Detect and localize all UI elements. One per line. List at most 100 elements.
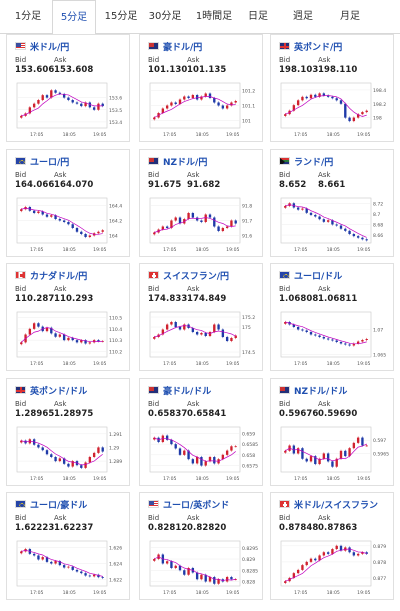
mini-chart[interactable]: 174.5 175 175.2 17:05 18:05 19:05 bbox=[146, 309, 258, 367]
bid-label: Bid bbox=[148, 285, 160, 293]
pair-name[interactable]: NZドル/円 bbox=[163, 157, 208, 168]
mini-chart[interactable]: 153.4 153.5 153.6 17:05 18:05 19:05 bbox=[13, 80, 125, 138]
x-tick-label: 17:05 bbox=[163, 247, 176, 253]
chart-frame bbox=[280, 311, 372, 358]
pair-name[interactable]: ランド/円 bbox=[294, 157, 334, 168]
y-tick-label: 0.659 bbox=[242, 431, 255, 437]
mini-chart[interactable]: 164 164.2 164.4 17:05 18:05 19:05 bbox=[13, 195, 125, 253]
chart-svg: 174.5 175 175.2 17:05 18:05 19:05 bbox=[149, 311, 255, 367]
bid-value: 174.833 bbox=[148, 294, 188, 304]
candle-body bbox=[335, 545, 338, 550]
tab-0[interactable]: 1分足 bbox=[14, 11, 42, 22]
candle-body bbox=[187, 213, 190, 219]
mini-chart[interactable]: 1.622 1.624 1.626 17:05 18:05 19:05 bbox=[13, 538, 125, 596]
candle-body bbox=[178, 448, 182, 455]
rate-card[interactable]: 豪ドル/ドル Bid Ask 0.65837 0.65841 0.6575 0.658 0.6… bbox=[139, 378, 263, 486]
rate-card[interactable]: ユーロ/英ポンド Bid Ask 0.82812 0.82820 0.828 0.8285 0… bbox=[139, 492, 263, 600]
rate-card[interactable]: ユーロ/ドル Bid Ask 1.06808 1.06811 1.065 1.07 17:05… bbox=[270, 263, 394, 371]
pair-name[interactable]: ユーロ/ドル bbox=[294, 271, 343, 282]
pair-name[interactable]: 米ドル/円 bbox=[30, 42, 70, 53]
tab-4[interactable]: 1時間足 bbox=[195, 11, 233, 22]
candle-body bbox=[88, 575, 92, 577]
candle-body bbox=[41, 557, 44, 560]
pair-name[interactable]: スイスフラン/円 bbox=[163, 271, 230, 282]
ask-value: 174.849 bbox=[187, 294, 227, 304]
y-tick-label: 0.828 bbox=[242, 580, 255, 586]
mini-chart[interactable]: 91.6 91.7 91.8 17:05 18:05 19:05 bbox=[146, 195, 258, 253]
pair-name[interactable]: 豪ドル/ドル bbox=[163, 386, 212, 397]
rate-card[interactable]: 英ポンド/円 Bid Ask 198.103 198.110 198 198.2 198.4 1… bbox=[270, 34, 394, 142]
candle-body bbox=[213, 324, 216, 332]
rate-card[interactable]: スイスフラン/円 Bid Ask 174.833 174.849 174.5 175 175.… bbox=[139, 263, 263, 371]
candle-body bbox=[217, 226, 220, 231]
moving-average-line bbox=[154, 556, 236, 581]
candle-body bbox=[326, 220, 330, 222]
pair-name[interactable]: 豪ドル/円 bbox=[163, 42, 203, 53]
pair-name[interactable]: ユーロ/英ポンド bbox=[163, 500, 230, 511]
candle-body bbox=[92, 574, 96, 577]
rate-card[interactable]: カナダドル/円 Bid Ask 110.287 110.293 110.2 110.3 110… bbox=[6, 263, 130, 371]
rate-card[interactable]: 米ドル/円 Bid Ask 153.606 153.608 153.4 153.5 153.6… bbox=[6, 34, 130, 142]
mini-chart[interactable]: 198 198.2 198.4 17:05 18:05 19:05 bbox=[277, 80, 389, 138]
x-tick-label: 17:05 bbox=[30, 247, 43, 253]
card-header: スイスフラン/円 bbox=[148, 269, 230, 282]
candle-body bbox=[97, 231, 100, 234]
mini-chart[interactable]: 0.877 0.878 0.879 17:05 18:05 19:05 bbox=[277, 538, 389, 596]
chart-svg: 8.66 8.68 8.7 8.72 17:05 18:05 19:05 bbox=[280, 197, 383, 253]
mini-chart[interactable]: 0.828 0.8285 0.829 0.8295 17:05 18:05 19:05 bbox=[146, 538, 258, 596]
tab-1[interactable]: 5分足 bbox=[52, 0, 96, 35]
candle-body bbox=[200, 457, 203, 466]
bid-label: Bid bbox=[148, 56, 160, 64]
tab-5[interactable]: 日足 bbox=[248, 11, 268, 22]
pair-name[interactable]: NZドル/ドル bbox=[294, 386, 348, 397]
mini-chart[interactable]: 1.065 1.07 17:05 18:05 19:05 bbox=[277, 309, 389, 367]
bid-value: 0.65837 bbox=[148, 409, 188, 419]
moving-average-line bbox=[285, 95, 367, 117]
tab-6[interactable]: 週足 bbox=[293, 11, 313, 22]
x-tick-label: 18:05 bbox=[196, 132, 209, 138]
pair-name[interactable]: 米ドル/スイスフラン bbox=[294, 500, 379, 511]
pair-name[interactable]: ユーロ/豪ドル bbox=[30, 500, 88, 511]
candle-body bbox=[208, 214, 212, 218]
candle-body bbox=[344, 103, 347, 118]
rate-card[interactable]: 英ポンド/ドル Bid Ask 1.28965 1.28975 1.289 1.29 1.29… bbox=[6, 378, 130, 486]
y-tick-label: 0.6575 bbox=[242, 464, 258, 470]
rate-card[interactable]: ランド/円 Bid Ask 8.652 8.661 8.66 8.68 8.7 8.72 17:0… bbox=[270, 149, 394, 257]
candle-body bbox=[170, 220, 173, 228]
rate-card[interactable]: NZドル/ドル Bid Ask 0.59676 0.59690 0.5965 0.597 17… bbox=[270, 378, 394, 486]
candle-body bbox=[200, 96, 203, 100]
candle-body bbox=[339, 450, 343, 459]
x-tick-label: 17:05 bbox=[163, 590, 176, 596]
mini-chart[interactable]: 8.66 8.68 8.7 8.72 17:05 18:05 19:05 bbox=[277, 195, 389, 253]
candle-body bbox=[314, 456, 317, 465]
rate-card[interactable]: 米ドル/スイスフラン Bid Ask 0.87848 0.87863 0.877 0.878… bbox=[270, 492, 394, 600]
mini-chart[interactable]: 0.5965 0.597 17:05 18:05 19:05 bbox=[277, 424, 389, 482]
pair-name[interactable]: 英ポンド/ドル bbox=[30, 386, 88, 397]
pair-name[interactable]: カナダドル/円 bbox=[30, 271, 88, 282]
candle-body bbox=[37, 555, 40, 560]
ask-label: Ask bbox=[187, 56, 200, 64]
candle-body bbox=[301, 96, 304, 101]
mini-chart[interactable]: 110.2 110.3 110.4 110.5 17:05 18:05 19:05 bbox=[13, 309, 125, 367]
candle-body bbox=[314, 558, 317, 561]
bid-label: Bid bbox=[148, 514, 160, 522]
candle-body bbox=[97, 447, 100, 453]
tab-3[interactable]: 30分足 bbox=[148, 11, 182, 22]
mini-chart[interactable]: 101 101.1 101.2 17:05 18:05 19:05 bbox=[146, 80, 258, 138]
flag-icon bbox=[15, 157, 26, 165]
mini-chart[interactable]: 0.6575 0.658 0.6585 0.659 17:05 18:05 19:05 bbox=[146, 424, 258, 482]
rate-card[interactable]: NZドル/円 Bid Ask 91.675 91.682 91.6 91.7 91.8 17:0… bbox=[139, 149, 263, 257]
rate-card[interactable]: 豪ドル/円 Bid Ask 101.130 101.135 101 101.1 101.2 17… bbox=[139, 34, 263, 142]
candle-body bbox=[88, 342, 92, 344]
rate-card[interactable]: ユーロ/豪ドル Bid Ask 1.62223 1.62237 1.622 1.624 1.6… bbox=[6, 492, 130, 600]
rate-card[interactable]: ユーロ/円 Bid Ask 164.066 164.070 164 164.2 164.4 17… bbox=[6, 149, 130, 257]
candle-body bbox=[352, 343, 356, 346]
pair-name[interactable]: ユーロ/円 bbox=[30, 157, 70, 168]
candle-body bbox=[45, 557, 49, 562]
tab-2[interactable]: 15分足 bbox=[104, 11, 138, 22]
pair-name[interactable]: 英ポンド/円 bbox=[294, 42, 343, 53]
mini-chart[interactable]: 1.289 1.29 1.291 17:05 18:05 19:05 bbox=[13, 424, 125, 482]
candle-body bbox=[71, 337, 74, 341]
moving-average-line bbox=[21, 549, 103, 577]
tab-7[interactable]: 月足 bbox=[340, 11, 360, 22]
